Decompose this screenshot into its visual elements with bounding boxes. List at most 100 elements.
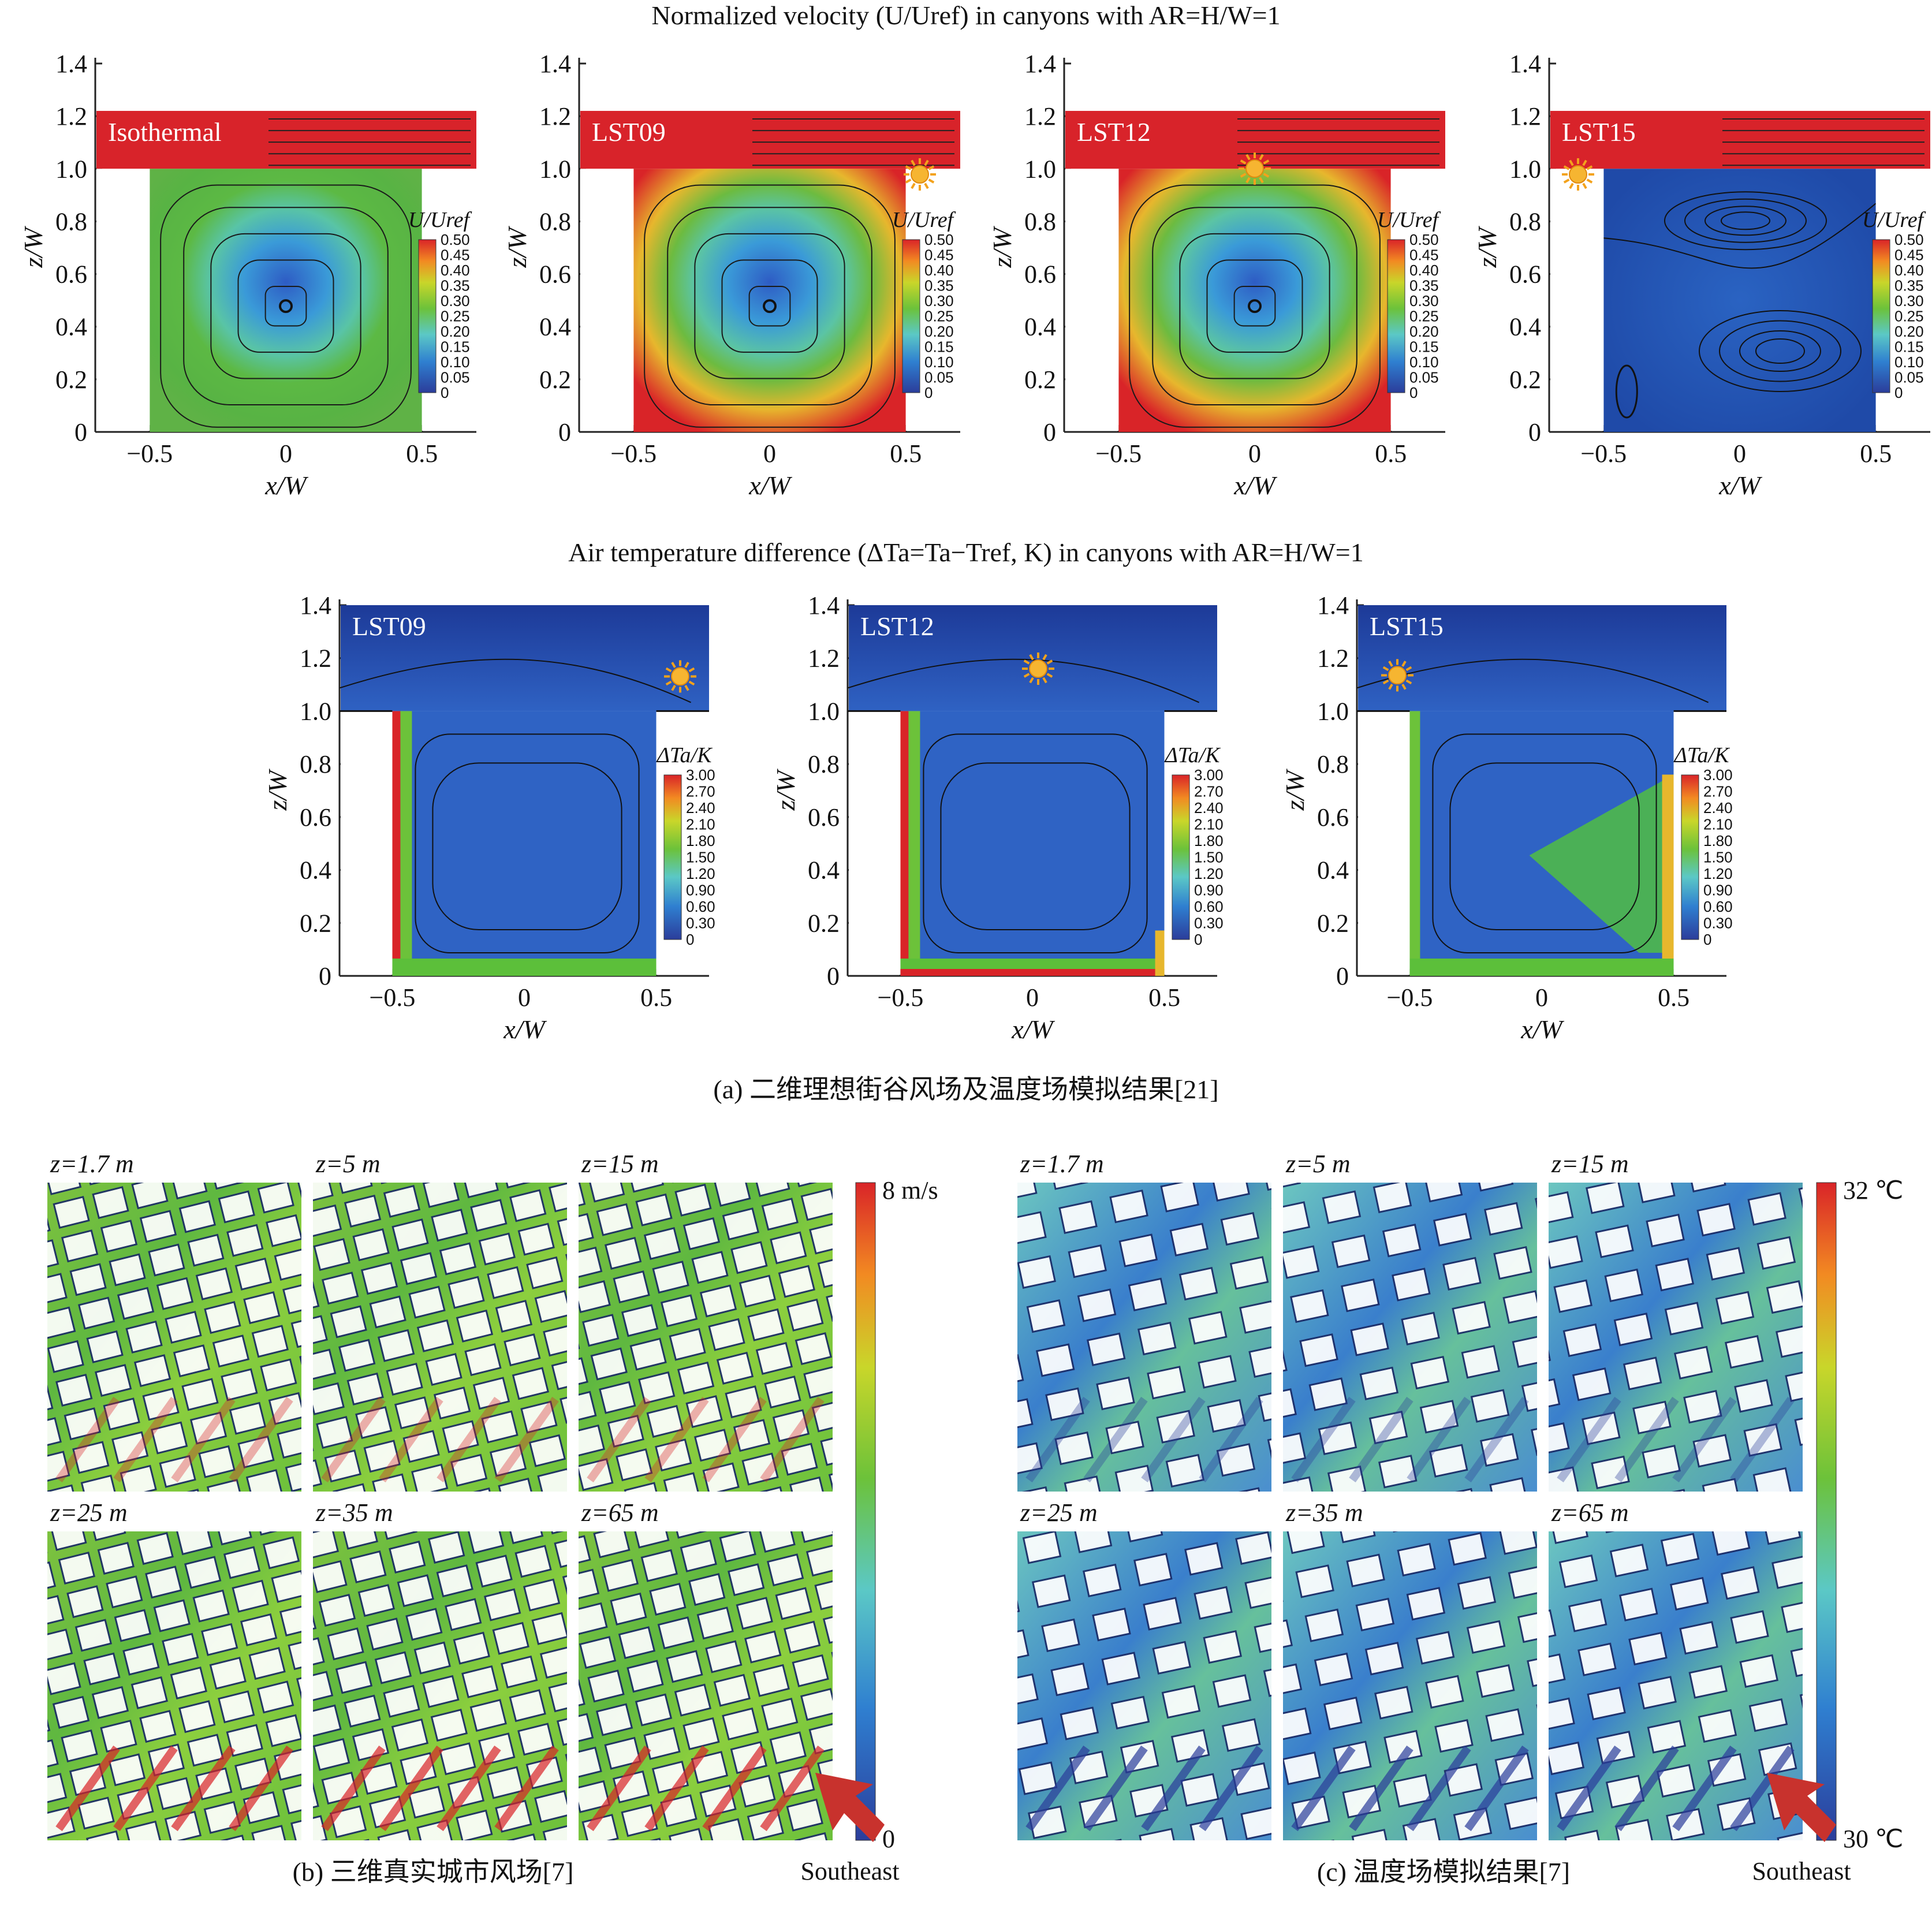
y-tick-label: 0.6 [300, 803, 331, 832]
velocity-colorbar-tick: 0 [1409, 384, 1418, 401]
panel-label: LST09 [352, 612, 426, 641]
caption-c: (c) 温度场模拟结果[7] [1316, 1857, 1571, 1887]
canyon-field [1603, 169, 1876, 432]
temperature-colorbar-tick: 0.30 [1703, 915, 1733, 932]
temperature-colorbar-tick: 3.00 [686, 766, 715, 784]
y-tick-label: 0.8 [539, 207, 571, 236]
x-tick-label: 0 [763, 439, 776, 468]
temp-map-colorbar [1816, 1182, 1837, 1841]
free-stream-region [96, 111, 476, 169]
y-tick-label: 0.2 [1317, 909, 1349, 937]
wind-map-colorbar [855, 1182, 876, 1841]
velocity-colorbar-tick: 0.10 [924, 353, 954, 371]
velocity-colorbar [902, 239, 920, 393]
southeast-arrow-icon [1767, 1773, 1836, 1842]
velocity-colorbar-tick: 0.05 [1894, 369, 1924, 386]
y-tick-label: 1.4 [539, 50, 571, 78]
temperature-colorbar-tick: 2.10 [1194, 816, 1224, 833]
y-tick-label: 0.6 [1509, 260, 1541, 289]
southeast-label: Southeast [800, 1857, 899, 1885]
temperature-colorbar-tick: 0.90 [686, 882, 715, 899]
temperature-section-title: Air temperature difference (ΔTa=Ta−Tref,… [568, 538, 1364, 567]
y-tick-label: 0.4 [55, 313, 87, 341]
sun-icon [1239, 152, 1271, 185]
temperature-colorbar-tick: 1.50 [1703, 849, 1733, 866]
y-tick-label: 1.2 [1509, 102, 1541, 131]
temperature-colorbar-tick: 0.30 [686, 915, 715, 932]
y-axis-label: z/W [1472, 226, 1502, 269]
x-tick-label: 0.5 [1375, 439, 1407, 468]
temperature-colorbar-tick: 1.80 [1194, 832, 1224, 849]
velocity-colorbar-tick: 0.30 [1409, 292, 1439, 310]
velocity-colorbar-tick: 0.25 [1894, 308, 1924, 325]
y-tick-label: 1.0 [539, 155, 571, 183]
x-tick-label: −0.5 [370, 983, 416, 1012]
wind-height-label: z=1.7 m [50, 1150, 134, 1178]
temp-colorbar-min: 30 ℃ [1843, 1825, 1903, 1853]
velocity-colorbar-tick: 0.10 [1894, 353, 1924, 371]
temperature-panel-lst15: 0 0.2 0.4 0.6 0.8 1.0 1.2 1.4 −0.5 0 0.5 x/W z/W LST1… [1280, 591, 1733, 1044]
temperature-colorbar-tick: 0 [1703, 931, 1711, 948]
x-tick-label: 0 [1535, 983, 1548, 1012]
temperature-colorbar-tick: 1.80 [1703, 832, 1733, 849]
temperature-colorbar-tick: 1.50 [1194, 849, 1224, 866]
velocity-colorbar-tick: 0.15 [924, 338, 954, 356]
wind-colorbar-max: 8 m/s [882, 1176, 938, 1205]
velocity-panel-lst15: 0 0.2 0.4 0.6 0.8 1.0 1.2 1.4 −0.5 0 0.5 x/W z/W LST1… [1472, 50, 1930, 500]
panel-label: LST15 [1370, 612, 1444, 641]
temperature-colorbar [1681, 774, 1699, 940]
x-tick-label: 0.5 [406, 439, 438, 468]
temperature-colorbar-tick: 2.40 [686, 799, 715, 817]
velocity-colorbar-tick: 0.35 [1409, 277, 1439, 294]
x-tick-label: −0.5 [1580, 439, 1627, 468]
x-axis-label: x/W [503, 1015, 547, 1044]
x-tick-label: 0 [1026, 983, 1039, 1012]
wind-map-panel: z=15 m [579, 1150, 833, 1492]
velocity-colorbar [1872, 239, 1890, 393]
y-tick-label: 0.2 [300, 909, 331, 937]
temperature-colorbar-tick: 1.20 [686, 865, 715, 882]
y-tick-label: 1.0 [1317, 697, 1349, 725]
caption-b: (b) 三维真实城市风场[7] [292, 1857, 574, 1887]
temperature-colorbar-tick: 2.10 [686, 816, 715, 833]
y-tick-label: 0.8 [1317, 750, 1349, 778]
temperature-colorbar-tick: 1.20 [1194, 865, 1224, 882]
temp-height-label: z=25 m [1020, 1498, 1098, 1527]
x-tick-label: 0.5 [640, 983, 672, 1012]
velocity-colorbar-tick: 0.30 [441, 292, 470, 310]
temperature-colorbar-tick: 0.60 [1703, 898, 1733, 915]
velocity-panel-isothermal: 0 0.2 0.4 0.6 0.8 1.0 1.2 1.4 −0.5 0 0.5 x/W z/W Isot… [18, 50, 476, 500]
velocity-colorbar-tick: 0.15 [441, 338, 470, 356]
sun-icon [1022, 653, 1054, 685]
temperature-colorbar-title: ΔTa/K [656, 743, 713, 767]
y-tick-label: 1.2 [55, 102, 87, 131]
y-tick-label: 0 [319, 962, 331, 990]
panel-label: LST12 [860, 612, 934, 641]
velocity-colorbar-tick: 0.35 [924, 277, 954, 294]
sun-icon [1562, 158, 1594, 191]
temperature-panel-lst09: 0 0.2 0.4 0.6 0.8 1.0 1.2 1.4 −0.5 0 0.5 x/W z/W LST0… [263, 591, 715, 1044]
x-tick-label: 0.5 [1658, 983, 1689, 1012]
sun-icon [664, 660, 696, 693]
velocity-colorbar-tick: 0 [441, 384, 449, 401]
x-axis-label: x/W [264, 471, 308, 500]
velocity-panel-lst12: 0 0.2 0.4 0.6 0.8 1.0 1.2 1.4 −0.5 0 0.5 x/W z/W LST1… [987, 50, 1445, 500]
y-tick-label: 1.2 [539, 102, 571, 131]
velocity-colorbar-tick: 0.45 [441, 247, 470, 264]
velocity-colorbar-tick: 0.25 [924, 308, 954, 325]
wind-height-label: z=5 m [315, 1150, 381, 1178]
y-axis-label: z/W [1280, 769, 1310, 811]
temperature-colorbar-tick: 2.10 [1703, 816, 1733, 833]
wind-colorbar-min: 0 [882, 1825, 895, 1853]
x-axis-label: x/W [1233, 471, 1277, 500]
temperature-colorbar-tick: 1.80 [686, 832, 715, 849]
y-tick-label: 0.2 [808, 909, 840, 937]
temp-height-label: z=35 m [1285, 1498, 1363, 1527]
velocity-colorbar-tick: 0.40 [1409, 262, 1439, 279]
temperature-colorbar-tick: 0.60 [1194, 898, 1224, 915]
velocity-colorbar-tick: 0.40 [441, 262, 470, 279]
y-tick-label: 1.2 [1024, 102, 1056, 131]
canyon-temperature-field [392, 711, 657, 976]
velocity-colorbar-title: U/Uref [1862, 208, 1926, 232]
